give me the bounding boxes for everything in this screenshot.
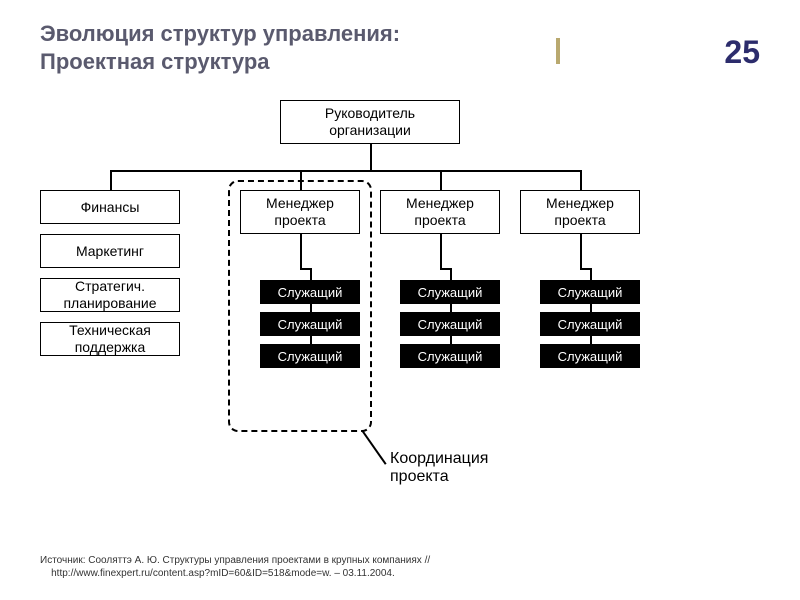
employee-1-2: Служащий bbox=[400, 344, 500, 368]
org-chart: Руководительорганизации Финансы Маркетинг С… bbox=[40, 100, 760, 500]
root-box: Руководительорганизации bbox=[280, 100, 460, 144]
left-box-3: Техническаяподдержка bbox=[40, 322, 180, 356]
left-box-0: Финансы bbox=[40, 190, 180, 224]
employee-1-1: Служащий bbox=[400, 312, 500, 336]
dashed-project-box bbox=[228, 180, 372, 432]
slide-title: Эволюция структур управления: Проектная … bbox=[40, 20, 760, 75]
accent-tick bbox=[556, 38, 560, 64]
source-citation: Источник: Сооляттэ А. Ю. Структуры управ… bbox=[40, 554, 430, 580]
left-box-2: Стратегич.планирование bbox=[40, 278, 180, 312]
coordination-label: Координацияпроекта bbox=[390, 450, 488, 486]
coordination-pointer bbox=[362, 431, 386, 465]
employee-2-0: Служащий bbox=[540, 280, 640, 304]
manager-box-1: Менеджерпроекта bbox=[380, 190, 500, 234]
left-box-1: Маркетинг bbox=[40, 234, 180, 268]
employee-2-2: Служащий bbox=[540, 344, 640, 368]
slide-number: 25 bbox=[724, 34, 760, 71]
manager-box-2: Менеджерпроекта bbox=[520, 190, 640, 234]
employee-1-0: Служащий bbox=[400, 280, 500, 304]
employee-2-1: Служащий bbox=[540, 312, 640, 336]
